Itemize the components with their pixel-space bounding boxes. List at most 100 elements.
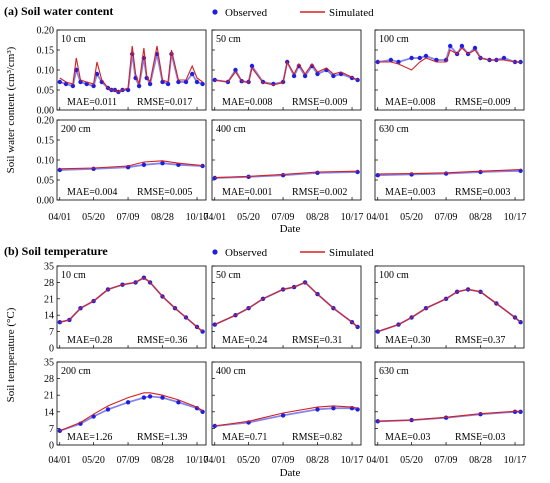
depth-label: 10 cm — [61, 34, 86, 45]
rmse-label: RMSE=0.03 — [455, 432, 505, 443]
depth-label: 630 cm — [379, 366, 409, 377]
observed-trace — [214, 407, 358, 427]
axes-layer — [56, 29, 525, 446]
chart-title: (a) Soil water content — [4, 4, 113, 18]
mae-label: MAE=0.003 — [385, 187, 435, 198]
rmse-label: RMSE=0.002 — [292, 187, 347, 198]
simulated-line — [214, 170, 358, 179]
mae-label: MAE=0.001 — [222, 187, 272, 198]
simulated-line — [377, 47, 521, 71]
simulated-line — [59, 160, 203, 170]
legend-observed-label: Observed — [225, 247, 268, 259]
data-layer — [57, 43, 523, 433]
legend-observed-marker — [212, 9, 218, 15]
panel-data — [375, 43, 523, 71]
y-tick-label: 0 — [49, 344, 54, 355]
mae-label: MAE=0.71 — [222, 432, 267, 443]
x-tick-label: 05/20 — [400, 212, 423, 223]
y-tick-label: 35 — [44, 262, 54, 273]
simulated-line — [214, 405, 358, 427]
y-tick-label: 0 — [49, 441, 54, 452]
y-axis-label: Soil temperature (°C) — [5, 307, 17, 402]
mae-label: MAE=1.26 — [67, 432, 112, 443]
y-tick-label: 0.15 — [37, 46, 55, 57]
legend-simulated-label: Simulated — [329, 247, 374, 259]
rmse-label: RMSE=0.37 — [455, 335, 505, 346]
rmse-label: RMSE=0.36 — [137, 335, 187, 346]
panel-data — [57, 45, 205, 95]
depth-label: 400 cm — [216, 124, 246, 135]
legend-simulated-label: Simulated — [329, 7, 374, 19]
x-tick-label: 10/17 — [186, 212, 209, 223]
depth-label: 200 cm — [61, 366, 91, 377]
mae-label: MAE=0.30 — [385, 335, 430, 346]
panel-data — [375, 409, 523, 424]
y-tick-label: 21 — [44, 294, 54, 305]
text-layer: (a) Soil water content Observed Simulated S… — [4, 4, 526, 479]
rmse-label: RMSE=0.82 — [292, 432, 342, 443]
x-tick-label: 08/28 — [306, 212, 329, 223]
panel-data — [212, 280, 360, 330]
y-tick-label: 0.05 — [37, 86, 55, 97]
x-tick-label: 10/17 — [504, 455, 527, 466]
y-tick-label: 35 — [44, 358, 54, 369]
x-tick-label: 05/20 — [237, 455, 260, 466]
x-tick-label: 04/01 — [366, 455, 389, 466]
x-tick-label: 04/01 — [203, 455, 226, 466]
x-tick-label: 08/28 — [469, 455, 492, 466]
x-tick-label: 05/20 — [82, 455, 105, 466]
rmse-label: RMSE=0.009 — [292, 97, 347, 108]
y-tick-label: 0.10 — [37, 156, 55, 167]
x-tick-label: 10/17 — [186, 455, 209, 466]
panel-frame — [211, 265, 362, 349]
y-tick-label: 14 — [44, 407, 54, 418]
y-tick-label: 21 — [44, 391, 54, 402]
panel-frame — [56, 265, 207, 349]
legend-observed-marker — [212, 249, 218, 255]
y-tick-label: 0.05 — [37, 176, 55, 187]
depth-label: 100 cm — [379, 34, 409, 45]
mae-label: MAE=0.28 — [67, 335, 112, 346]
depth-label: 100 cm — [379, 270, 409, 281]
x-tick-label: 05/20 — [237, 212, 260, 223]
x-tick-label: 10/17 — [341, 212, 364, 223]
x-tick-label: 07/09 — [117, 212, 140, 223]
mae-label: MAE=0.011 — [67, 97, 117, 108]
panel-frame — [211, 361, 362, 446]
depth-label: 200 cm — [61, 124, 91, 135]
x-tick-label: 10/17 — [504, 212, 527, 223]
y-tick-label: 7 — [49, 424, 54, 435]
x-tick-label: 07/09 — [435, 455, 458, 466]
x-tick-label: 07/09 — [272, 455, 295, 466]
x-tick-label: 08/28 — [306, 455, 329, 466]
simulated-line — [59, 45, 203, 93]
observed-trace — [59, 276, 204, 333]
simulated-line — [59, 277, 203, 333]
y-tick-label: 0.00 — [37, 106, 55, 117]
rmse-label: RMSE=0.003 — [455, 187, 510, 198]
rmse-label: RMSE=0.31 — [292, 335, 342, 346]
simulated-line — [214, 60, 358, 86]
panel-data — [212, 59, 360, 87]
simulated-line — [59, 392, 203, 432]
x-tick-label: 10/17 — [341, 455, 364, 466]
simulated-line — [377, 169, 521, 175]
chart-title: (b) Soil temperature — [4, 244, 108, 258]
depth-label: 50 cm — [216, 34, 241, 45]
x-tick-label: 05/20 — [82, 212, 105, 223]
observed-trace — [59, 162, 203, 171]
y-axis-label: Soil water content (cm³/cm³) — [5, 46, 17, 173]
x-tick-label: 07/09 — [272, 212, 295, 223]
x-tick-label: 08/28 — [469, 212, 492, 223]
depth-label: 10 cm — [61, 270, 86, 281]
rmse-label: RMSE=0.017 — [137, 97, 192, 108]
legend-observed-label: Observed — [225, 7, 268, 19]
panel-data — [57, 275, 205, 334]
panel-frame — [374, 265, 525, 349]
y-tick-label: 28 — [44, 278, 54, 289]
panel-data — [375, 168, 523, 178]
mae-label: MAE=0.008 — [385, 97, 435, 108]
panel-data — [212, 169, 360, 181]
y-tick-label: 0.00 — [37, 196, 55, 207]
